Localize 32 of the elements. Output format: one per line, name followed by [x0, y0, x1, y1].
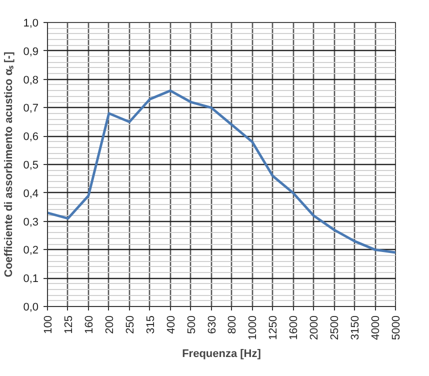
x-tick-label: 630	[206, 315, 218, 334]
y-axis-title: Coefficiente di assorbimento acustico αₛ [-]	[3, 51, 16, 278]
x-tick-label: 3150	[350, 315, 362, 340]
y-tick-label: 0,6	[23, 131, 39, 144]
x-tick-label: 500	[186, 315, 198, 334]
x-tick-label: 400	[165, 315, 178, 334]
x-tick-label: 200	[104, 315, 116, 334]
x-tick-label: 125	[62, 315, 75, 334]
x-tick-label: 4000	[370, 315, 382, 340]
y-tick-label: 0,7	[23, 102, 39, 115]
x-tick-label: 5000	[390, 315, 402, 340]
x-tick-label: 2500	[329, 315, 342, 340]
x-tick-label: 2000	[308, 315, 321, 340]
x-tick-label: 1600	[288, 315, 300, 340]
x-tick-label: 1000	[247, 315, 260, 340]
y-tick-label: 0,3	[23, 216, 39, 228]
x-axis-title: Frequenza [Hz]	[182, 348, 262, 360]
y-tick-label: 0,4	[23, 188, 39, 200]
x-tick-label: 100	[42, 315, 54, 334]
y-tick-label: 0,2	[23, 244, 39, 257]
y-tick-label: 0,0	[23, 302, 39, 314]
line-series	[48, 89, 396, 254]
x-tick-label: 315	[144, 315, 157, 334]
y-tick-label: 1,0	[23, 18, 39, 30]
x-tick-label: 160	[83, 315, 96, 334]
y-tick-label: 0,5	[23, 160, 39, 172]
y-tick-label: 0,9	[23, 46, 39, 58]
x-tick-label: 1250	[268, 315, 280, 340]
y-tick-label: 0,1	[23, 273, 39, 286]
x-tick-label: 250	[124, 315, 136, 334]
x-tick-label: 800	[226, 315, 239, 334]
y-tick-label: 0,8	[23, 74, 39, 86]
